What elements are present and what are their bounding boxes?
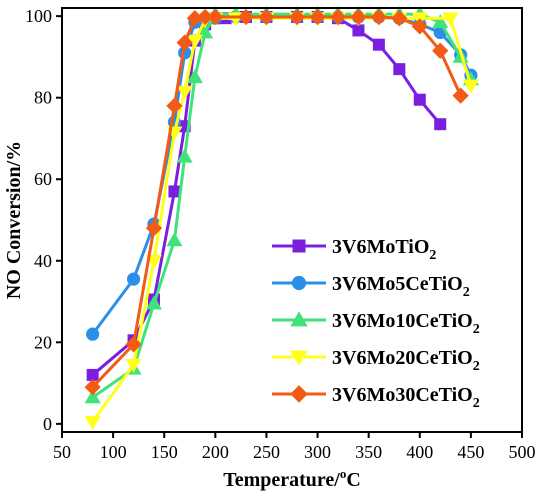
plot-frame: [61, 7, 523, 433]
y-tick-label: 80: [34, 88, 52, 108]
data-point: [145, 295, 163, 310]
x-tick-label: 400: [406, 442, 433, 462]
legend-label: 3V6Mo5CeTiO2: [332, 273, 470, 300]
data-point: [413, 93, 426, 106]
y-axis-title: NO Conversion/%: [3, 141, 25, 299]
data-point: [442, 12, 459, 27]
data-point: [207, 8, 224, 26]
data-point: [168, 185, 181, 198]
legend-item: 3V6MoTiO2: [272, 236, 436, 263]
series-line: [91, 12, 473, 399]
data-point: [186, 69, 203, 84]
x-axis-title-unit: C: [346, 469, 360, 491]
data-point: [145, 220, 163, 237]
data-point: [176, 85, 193, 100]
x-tick-label: 250: [253, 442, 280, 462]
x-axis-title-superscript: o: [340, 466, 347, 481]
x-axis-title: Temperature/oC: [223, 466, 361, 491]
data-point: [352, 24, 365, 37]
data-point: [258, 8, 275, 26]
legend: 3V6MoTiO2 3V6Mo5CeTiO2 3V6Mo10CeTiO2 3V6Mo2…: [272, 236, 480, 411]
legend-swatch-marker: [291, 275, 307, 291]
data-point: [86, 327, 100, 341]
data-point: [434, 118, 447, 131]
data-point: [197, 24, 214, 39]
data-point: [125, 336, 142, 353]
y-tick-label: 60: [34, 169, 52, 189]
series-5: [84, 8, 469, 396]
data-point: [288, 8, 306, 26]
legend-swatch-marker: [292, 239, 306, 253]
y-tick-label: 100: [25, 6, 52, 26]
y-tick-label: 40: [34, 251, 52, 271]
data-point: [126, 272, 141, 286]
data-point: [372, 38, 385, 51]
x-tick-label: 450: [457, 442, 484, 462]
x-tick-label: 350: [355, 442, 382, 462]
data-point: [462, 79, 479, 94]
legend-label: 3V6Mo30CeTiO2: [332, 384, 480, 411]
legend-swatch-marker: [290, 385, 308, 403]
data-point: [370, 8, 388, 26]
legend-label: 3V6MoTiO2: [332, 236, 436, 263]
data-point: [432, 42, 449, 59]
data-point: [350, 8, 367, 26]
x-tick-label: 50: [53, 442, 71, 462]
data-point: [86, 368, 99, 381]
legend-item: 3V6Mo20CeTiO2: [272, 347, 480, 374]
data-point: [176, 34, 193, 51]
data-point: [309, 8, 326, 26]
data-point: [391, 10, 408, 27]
data-point: [393, 63, 406, 76]
data-point: [329, 8, 347, 26]
data-point: [166, 97, 183, 114]
legend-item: 3V6Mo10CeTiO2: [272, 310, 480, 337]
data-point: [432, 14, 449, 29]
series-3: [84, 5, 479, 404]
x-tick-label: 500: [509, 442, 536, 462]
data-point: [176, 148, 193, 163]
data-point: [411, 18, 428, 35]
data-point: [237, 8, 255, 26]
data-point: [166, 232, 183, 247]
legend-swatch-marker: [290, 350, 308, 366]
data-point: [125, 358, 142, 373]
axis-ticks: 50 100 150 200 250 300 350 400 450 500 0 20 40 60 80 10…: [25, 6, 536, 462]
x-tick-label: 150: [151, 442, 178, 462]
x-tick-label: 300: [304, 442, 331, 462]
y-tick-label: 0: [43, 414, 52, 434]
x-tick-label: 200: [202, 442, 229, 462]
legend-label: 3V6Mo10CeTiO2: [332, 310, 480, 337]
x-axis-title-text: Temperature/: [223, 469, 340, 491]
data-point: [84, 379, 101, 396]
data-point: [84, 415, 101, 430]
legend-swatch-marker: [290, 311, 308, 327]
legend-item: 3V6Mo5CeTiO2: [272, 273, 470, 300]
data-point: [452, 87, 469, 104]
x-tick-label: 100: [100, 442, 127, 462]
data-point: [84, 389, 101, 404]
data-point: [145, 254, 163, 269]
legend-label: 3V6Mo20CeTiO2: [332, 347, 480, 374]
y-tick-label: 20: [34, 332, 52, 352]
legend-item: 3V6Mo30CeTiO2: [272, 384, 480, 411]
plot-area: [84, 5, 479, 430]
